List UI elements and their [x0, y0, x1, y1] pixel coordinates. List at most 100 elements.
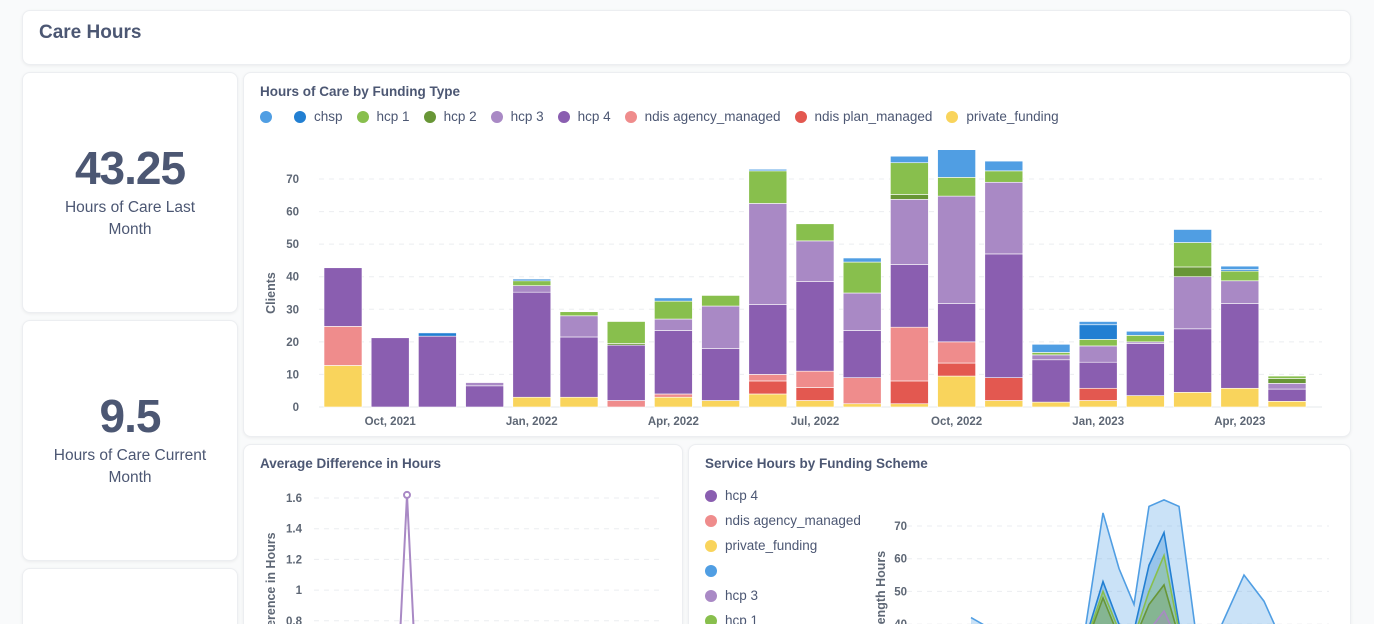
legend-item-hcp-3[interactable]: hcp 3	[490, 109, 544, 124]
bar-segment-hcp-4	[370, 337, 410, 408]
x-tick-label: Jan, 2023	[1072, 416, 1124, 428]
area-chart-card: Service Hours by Funding Scheme hcp 4 ndi…	[688, 444, 1351, 624]
legend-item-unnamed[interactable]	[260, 110, 280, 123]
legend-label: hcp 1	[725, 613, 759, 624]
bar-segment-unnamed	[842, 257, 882, 263]
bar-segment-hcp-3	[795, 240, 835, 282]
legend-item-hcp-3[interactable]: hcp 3	[705, 583, 861, 608]
legend-dot-icon	[356, 110, 369, 123]
area-fill-ndis-agency-managed	[1090, 532, 1179, 624]
stat-label: Hours of Care Current Month	[53, 446, 207, 486]
stat-card-last-month[interactable]: 43.25 Hours of Care Last Month	[22, 72, 238, 313]
x-tick-label: Apr, 2023	[1214, 416, 1265, 428]
legend-dot-icon	[423, 110, 436, 123]
legend-item-hcp-4[interactable]: hcp 4	[557, 109, 611, 124]
bar-segment-hcp-4	[1220, 303, 1260, 389]
bar-segment-hcp-1	[1078, 339, 1118, 347]
bar-segment-private-funding	[1267, 401, 1307, 408]
bar-segment-hcp-4	[748, 304, 788, 375]
bar-segment-hcp-1	[559, 311, 599, 317]
bar-segment-private-funding	[795, 400, 835, 408]
bar-segment-hcp-4	[512, 291, 552, 398]
y-tick-label: 1.4	[286, 524, 303, 536]
bar-segment-hcp-4	[795, 281, 835, 372]
stat-card-current-month[interactable]: 9.5 Hours of Care Current Month	[22, 320, 238, 561]
bar-segment-hcp-1	[842, 261, 882, 294]
bar-segment-unnamed	[890, 155, 929, 164]
legend-label: hcp 3	[725, 588, 759, 603]
bar-segment-unnamed	[1126, 330, 1165, 336]
bar-segment-chsp	[418, 332, 457, 337]
bar-segment-hcp-3	[1078, 345, 1118, 363]
y-tick-label: 0	[293, 402, 299, 414]
legend-dot-icon	[705, 589, 717, 602]
legend-item-unnamed[interactable]	[705, 558, 861, 583]
legend-label: chsp	[314, 109, 343, 124]
y-tick-label: 10	[286, 369, 299, 381]
bar-chart: 0 10 20 30 40 50 60 70 Clients Oct, 2021 Jan, 2022…	[264, 149, 1322, 428]
bar-segment-hcp-4	[606, 344, 646, 401]
bar-segment-unnamed	[1031, 344, 1071, 353]
chart-title: Hours of Care by Funding Type	[260, 84, 461, 99]
bar-segment-hcp-1	[748, 170, 788, 204]
legend-item-ndis-agency-managed[interactable]: ndis agency_managed	[624, 109, 781, 124]
legend-dot-icon	[946, 110, 959, 123]
legend-dot-icon	[705, 614, 717, 624]
bar-segment-private-funding	[748, 393, 788, 408]
area-line-hcp-4	[970, 498, 1276, 624]
bar-segment-private-funding	[842, 403, 882, 408]
bar-segment-hcp-4	[654, 330, 693, 395]
legend-label: private_funding	[725, 538, 818, 553]
bar-segment-hcp-3	[984, 181, 1024, 255]
bar-segment-hcp-4	[418, 335, 457, 408]
bar-segment-private-funding	[559, 396, 599, 408]
legend-item-ndis-plan-managed[interactable]: ndis plan_managed	[794, 109, 933, 124]
bar-segment-hcp-3	[465, 382, 504, 387]
y-tick-label: 20	[286, 337, 299, 349]
bar-segment-hcp-2	[890, 194, 929, 200]
x-tick-label: Jan, 2022	[506, 416, 558, 428]
bar-segment-hcp-3	[1173, 276, 1212, 330]
line-chart: 0.8 1 1.2 1.4 1.6 Difference in Hours	[264, 490, 659, 624]
legend-item-hcp-1[interactable]: hcp 1	[356, 109, 410, 124]
legend-item-private-funding[interactable]: private_funding	[946, 109, 1059, 124]
stat-label: Hours of Care Last Month	[64, 198, 196, 238]
y-axis-label: Clients	[264, 272, 278, 314]
bar-segment-private-funding	[1126, 395, 1165, 408]
bar-segment-unnamed	[1078, 321, 1118, 326]
legend-item-ndis-agency-managed[interactable]: ndis agency_managed	[705, 508, 861, 533]
y-axis-label: Length Hours	[874, 551, 888, 624]
area-chart: 40 50 60 70 Length Hours	[874, 498, 1329, 624]
bar-segment-private-funding	[1031, 401, 1071, 408]
bar-segment-chsp	[512, 278, 552, 282]
bar-segment-ndis-agency-managed	[748, 374, 788, 382]
bar-segment-hcp-3	[559, 315, 599, 338]
chart-legend: chsp hcp 1 hcp 2 hcp 3 hcp 4 ndis agency_mana…	[260, 109, 1073, 124]
bar-segment-hcp-4	[890, 264, 929, 328]
stat-value: 9.5	[99, 389, 162, 442]
bar-segment-private-funding	[323, 365, 363, 408]
y-tick-label: 1.2	[286, 554, 302, 566]
line-chart-card: Average Difference in Hours 0.8 1 1.2 1.4 1.…	[243, 444, 683, 624]
bar-segment-hcp-2	[1267, 378, 1307, 384]
bar-segment-ndis-agency-managed	[654, 393, 693, 398]
stat-card-third[interactable]	[22, 568, 238, 624]
bar-segment-hcp-4	[842, 330, 882, 378]
bar-segment-hcp-1	[1126, 335, 1165, 343]
bar-segment-hcp-3	[654, 318, 693, 331]
legend-label: ndis plan_managed	[814, 109, 933, 124]
stat-value: 43.25	[74, 141, 186, 194]
legend-item-private-funding[interactable]: private_funding	[705, 533, 861, 558]
legend-item-hcp-2[interactable]: hcp 2	[423, 109, 477, 124]
legend-item-hcp-1[interactable]: hcp 1	[705, 608, 861, 624]
x-tick-label: Jul, 2022	[791, 416, 840, 428]
bar-segment-hcp-4	[937, 303, 976, 343]
bar-segment-hcp-1	[937, 177, 976, 197]
bar-chart-card: Hours of Care by Funding Type chsp hcp 1 h…	[243, 72, 1351, 437]
legend-item-hcp-4[interactable]: hcp 4	[705, 483, 861, 508]
bar-segment-unnamed	[1173, 229, 1212, 243]
legend-item-chsp[interactable]: chsp	[294, 109, 343, 124]
y-tick-label: 70	[286, 174, 299, 186]
bar-segment-ndis-agency-managed	[606, 400, 646, 408]
